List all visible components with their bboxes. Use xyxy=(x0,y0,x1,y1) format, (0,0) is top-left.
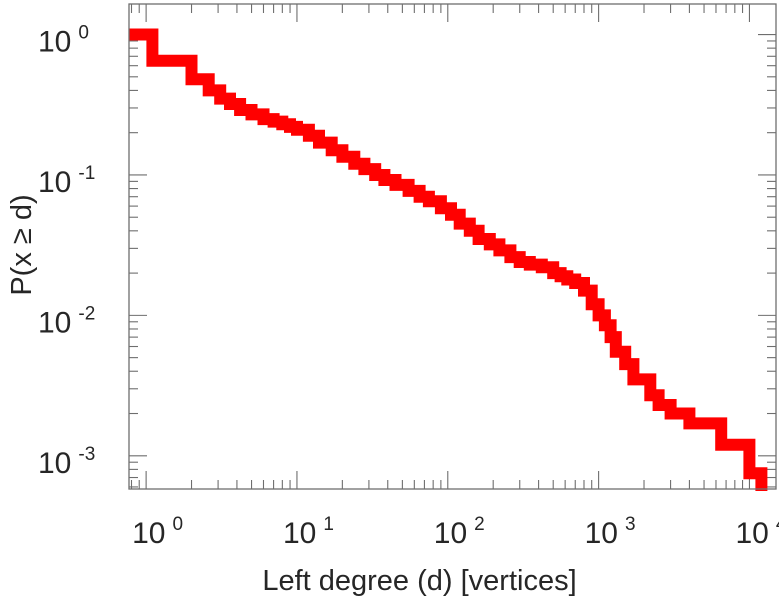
x-tick-label-base: 10 xyxy=(585,517,618,550)
x-tick-label: 10 4 xyxy=(735,514,779,550)
x-tick-label: 10 1 xyxy=(283,514,334,550)
y-tick-label: 10 -3 xyxy=(38,444,95,480)
x-tick-label-base: 10 xyxy=(434,517,467,550)
x-tick-label: 10 3 xyxy=(585,514,636,550)
y-tick-label: 10 0 xyxy=(38,23,89,59)
y-axis-label-part: d) xyxy=(6,194,38,228)
y-tick-label-base: 10 xyxy=(38,26,71,59)
y-axis-label-part: P(x xyxy=(6,244,38,296)
y-tick-label-base: 10 xyxy=(38,306,71,339)
y-tick-label: 10 -1 xyxy=(38,163,95,199)
x-axis-label: Left degree (d) [vertices] xyxy=(262,565,576,597)
y-tick-label-exponent: -1 xyxy=(78,163,95,184)
x-tick-label-exponent: 4 xyxy=(776,514,779,535)
x-tick-label-base: 10 xyxy=(132,517,165,550)
plot-frame xyxy=(128,3,777,490)
y-axis-label-part: ≥ xyxy=(6,228,38,244)
x-tick-label: 10 2 xyxy=(434,514,485,550)
y-tick-label-exponent: -3 xyxy=(78,444,95,465)
series-layer xyxy=(129,28,768,491)
x-tick-label-base: 10 xyxy=(283,517,316,550)
x-tick-label-base: 10 xyxy=(735,517,768,550)
series-line-0 xyxy=(129,28,768,491)
y-axis-label: P(x ≥ d) xyxy=(6,194,38,295)
x-tick-label-exponent: 0 xyxy=(172,514,183,535)
x-tick-label: 10 0 xyxy=(132,514,183,550)
x-tick-label-exponent: 1 xyxy=(323,514,334,535)
x-tick-label-exponent: 2 xyxy=(474,514,485,535)
x-tick-label-exponent: 3 xyxy=(625,514,636,535)
y-tick-label-exponent: -2 xyxy=(78,303,95,324)
y-tick-label-base: 10 xyxy=(38,166,71,199)
y-tick-label-exponent: 0 xyxy=(78,23,89,44)
y-tick-label-base: 10 xyxy=(38,447,71,480)
tick-labels: 10 0 10 1 10 2 10 3 10 4 10 0 10 -1 10 -2 10 -3 xyxy=(38,23,779,550)
y-tick-label: 10 -2 xyxy=(38,303,95,339)
